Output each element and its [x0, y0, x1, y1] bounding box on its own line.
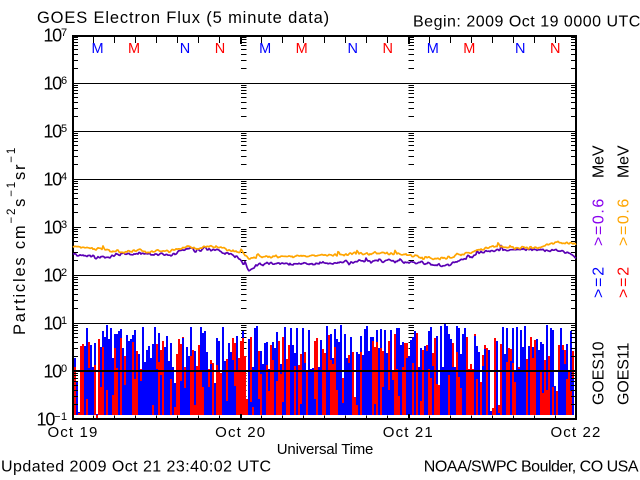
svg-text:GOES11: GOES11 — [616, 343, 633, 405]
svg-text:Oct 22: Oct 22 — [550, 424, 601, 441]
svg-text:Updated 2009 Oct 21 23:40:02 U: Updated 2009 Oct 21 23:40:02 UTC — [1, 459, 272, 476]
svg-text:M: M — [91, 41, 103, 57]
svg-text:M: M — [463, 41, 475, 57]
svg-text:N: N — [215, 41, 225, 57]
svg-text:102: 102 — [43, 265, 67, 285]
svg-text:MeV: MeV — [616, 145, 633, 178]
svg-text:Oct 20: Oct 20 — [215, 424, 266, 441]
svg-text:N: N — [180, 41, 190, 57]
svg-text:106: 106 — [43, 73, 67, 93]
svg-text:>=0.6: >=0.6 — [591, 197, 608, 246]
svg-text:107: 107 — [43, 25, 67, 45]
svg-text:Begin: 2009 Oct 19 0000 UTC: Begin: 2009 Oct 19 0000 UTC — [413, 14, 640, 31]
svg-text:>=0.6: >=0.6 — [616, 197, 633, 246]
svg-text:Particles cm−2s−1sr−1: Particles cm−2s−1sr−1 — [6, 146, 29, 335]
svg-text:N: N — [515, 41, 525, 57]
svg-text:Oct 21: Oct 21 — [383, 424, 434, 441]
svg-text:105: 105 — [43, 121, 67, 141]
svg-text:MeV: MeV — [591, 145, 608, 178]
svg-text:M: M — [427, 41, 439, 57]
svg-text:>=2: >=2 — [591, 265, 608, 298]
svg-text:NOAA/SWPC Boulder, CO USA: NOAA/SWPC Boulder, CO USA — [424, 459, 639, 476]
svg-text:N: N — [550, 41, 560, 57]
svg-text:101: 101 — [43, 313, 67, 333]
svg-text:Oct 19: Oct 19 — [47, 424, 98, 441]
svg-text:M: M — [128, 41, 140, 57]
svg-text:Universal Time: Universal Time — [277, 441, 373, 458]
svg-text:100: 100 — [43, 361, 67, 381]
svg-text:N: N — [347, 41, 357, 57]
svg-text:GOES10: GOES10 — [591, 341, 608, 405]
svg-text:N: N — [382, 41, 392, 57]
svg-text:103: 103 — [43, 217, 67, 237]
svg-text:M: M — [259, 41, 271, 57]
svg-text:GOES Electron Flux (5 minute d: GOES Electron Flux (5 minute data) — [37, 9, 330, 27]
svg-text:>=2: >=2 — [616, 265, 633, 298]
svg-text:M: M — [296, 41, 308, 57]
svg-text:104: 104 — [43, 169, 67, 189]
